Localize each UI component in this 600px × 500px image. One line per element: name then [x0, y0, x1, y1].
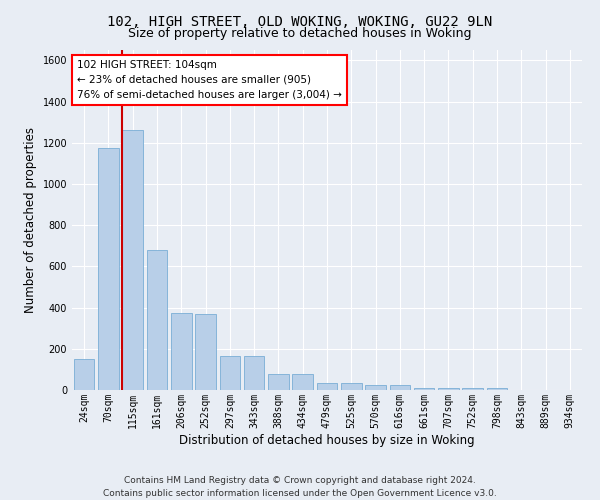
Y-axis label: Number of detached properties: Number of detached properties: [24, 127, 37, 313]
Bar: [244, 356, 265, 390]
Bar: [463, 388, 483, 390]
Bar: [414, 388, 434, 390]
Bar: [122, 130, 143, 390]
Bar: [365, 386, 386, 390]
Bar: [98, 148, 119, 390]
Bar: [487, 388, 508, 390]
Text: Size of property relative to detached houses in Woking: Size of property relative to detached ho…: [128, 28, 472, 40]
Text: Contains HM Land Registry data © Crown copyright and database right 2024.
Contai: Contains HM Land Registry data © Crown c…: [103, 476, 497, 498]
Text: 102 HIGH STREET: 104sqm
← 23% of detached houses are smaller (905)
76% of semi-d: 102 HIGH STREET: 104sqm ← 23% of detache…: [77, 60, 342, 100]
Bar: [292, 374, 313, 390]
Bar: [317, 383, 337, 390]
Bar: [74, 359, 94, 390]
Bar: [389, 386, 410, 390]
X-axis label: Distribution of detached houses by size in Woking: Distribution of detached houses by size …: [179, 434, 475, 446]
Bar: [438, 388, 459, 390]
Bar: [220, 356, 240, 390]
Bar: [341, 383, 362, 390]
Text: 102, HIGH STREET, OLD WOKING, WOKING, GU22 9LN: 102, HIGH STREET, OLD WOKING, WOKING, GU…: [107, 15, 493, 29]
Bar: [171, 312, 191, 390]
Bar: [146, 250, 167, 390]
Bar: [195, 314, 216, 390]
Bar: [268, 374, 289, 390]
